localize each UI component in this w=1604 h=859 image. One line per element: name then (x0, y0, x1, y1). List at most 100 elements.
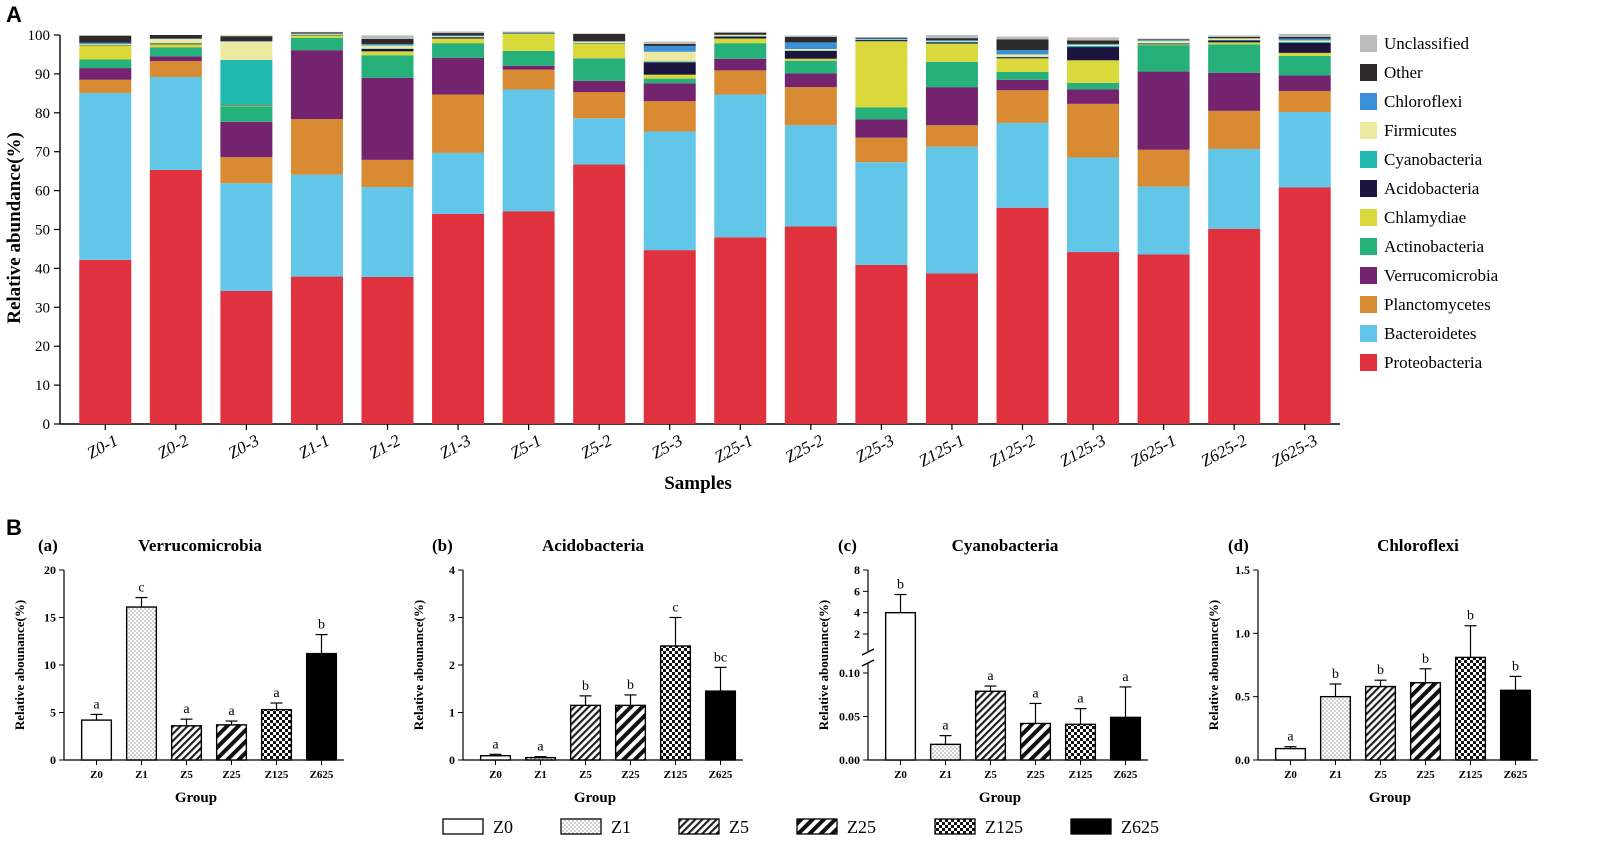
bar-z625 (305, 652, 338, 761)
bar-segment-firmicutes (643, 51, 696, 62)
significance-letter: a (942, 719, 949, 734)
bar-z5 (569, 704, 602, 761)
bar-segment-planctomycetes (502, 69, 555, 90)
subchart-y-tick-label: 1.5 (1235, 563, 1250, 577)
significance-letter: a (1122, 670, 1129, 685)
bar-segment-proteobacteria (784, 226, 837, 424)
bar-segment-actinobacteria (1067, 82, 1120, 90)
subchart-x-tick-label: Z125 (664, 769, 688, 781)
bar-segment-cyanobacteria (1278, 42, 1331, 43)
panel-a-legend: Unclassified Other Chloroflexi Firmicutes Cy… (1360, 34, 1499, 372)
subchart-x-tick-label: Z0 (1284, 769, 1297, 781)
panel-a-x-tick-label: Z5-2 (578, 431, 616, 463)
bar-segment-chlamydiae (290, 35, 343, 38)
bar-segment-acidobacteria (1278, 42, 1331, 53)
bar-segment-actinobacteria (1208, 44, 1261, 73)
legend-label-other: Other (1384, 63, 1423, 82)
bar-segment-firmicutes (1278, 40, 1331, 43)
bar-segment-proteobacteria (925, 273, 978, 424)
bar-segment-chlamydiae (855, 41, 908, 108)
bar-segment-planctomycetes (149, 61, 202, 78)
bar-segment-firmicutes (79, 43, 132, 45)
bar-segment-verrucomicrobia (573, 80, 626, 93)
bar-segment-planctomycetes (79, 79, 132, 93)
legend-label-firmicutes: Firmicutes (1384, 121, 1457, 140)
bar-z0 (80, 719, 113, 761)
legend-label-proteobacteria: Proteobacteria (1384, 353, 1483, 372)
bar-segment-verrucomicrobia (79, 68, 132, 80)
bar-segment-unclassified (361, 35, 414, 39)
subchart-x-label: Group (574, 790, 616, 806)
significance-letter: b (318, 618, 325, 633)
bar-z25 (215, 724, 248, 761)
subchart-chloroflexi: (d) Chloroflexi Relative abounance(%) Group… (1206, 536, 1538, 806)
legend-swatch-actinobacteria (1360, 238, 1377, 255)
bar-segment-planctomycetes (361, 159, 414, 188)
subchart-x-tick-label: Z1 (1329, 769, 1342, 781)
subchart-y-tick-label: 1 (449, 706, 455, 720)
subchart-y-tick-label: 3 (449, 611, 455, 625)
bar-segment-verrucomicrobia (1208, 72, 1261, 111)
panel-a-y-tick-label: 10 (35, 378, 50, 394)
bar-segment-bacteroidetes (784, 125, 837, 227)
bar-segment-firmicutes (784, 49, 837, 51)
significance-letter: a (1287, 730, 1294, 745)
significance-letter: b (897, 578, 904, 593)
subchart-title: Acidobacteria (542, 536, 644, 555)
subchart-x-tick-label: Z0 (894, 769, 907, 781)
bar-segment-actinobacteria (1278, 56, 1331, 76)
bar-z125 (1064, 723, 1097, 761)
subchart-acidobacteria: (b) Acidobacteria Relative abounance(%) Gro… (411, 536, 743, 806)
bar-segment-acidobacteria (361, 49, 414, 52)
bar-segment-planctomycetes (573, 92, 626, 119)
bar-segment-planctomycetes (1208, 110, 1261, 149)
bar-segment-firmicutes (220, 41, 273, 60)
bar-segment-planctomycetes (290, 119, 343, 175)
significance-letter: bc (714, 650, 727, 665)
subchart-x-tick-label: Z125 (265, 769, 289, 781)
bar-segment-bacteroidetes (1278, 112, 1331, 188)
panel-a-x-tick-label: Z25-2 (782, 431, 827, 467)
legend-swatch-bacteroidetes (1360, 325, 1377, 342)
panel-a-y-tick-label: 100 (28, 28, 51, 44)
panel-a-x-tick-label: Z1-1 (296, 431, 333, 463)
legend-label-bacteroidetes: Bacteroidetes (1384, 324, 1477, 343)
bar-segment-proteobacteria (573, 164, 626, 425)
bar-segment-acidobacteria (432, 37, 485, 39)
panel-a-label: A (6, 2, 22, 27)
bar-z125 (260, 708, 293, 761)
bar-segment-actinobacteria (996, 71, 1049, 80)
bar-segment-actinobacteria (643, 78, 696, 84)
legend-swatch-cyanobacteria (1360, 151, 1377, 168)
panel-a-x-tick-label: Z0-1 (84, 431, 121, 463)
bar-z25 (614, 704, 647, 761)
bar-segment-proteobacteria (1137, 254, 1190, 424)
bar-segment-actinobacteria (149, 47, 202, 57)
panel-a-y-tick-label: 90 (35, 67, 50, 83)
subchart-x-tick-label: Z1 (135, 769, 148, 781)
significance-letter: b (1512, 659, 1519, 674)
bar-segment-other (1137, 39, 1190, 41)
legend-label-z0: Z0 (493, 817, 513, 837)
subchart-x-tick-label: Z125 (1459, 769, 1483, 781)
bar-z5 (1364, 685, 1397, 761)
bar-segment-verrucomicrobia (361, 77, 414, 160)
bar-segment-actinobacteria (714, 43, 767, 59)
subchart-y-tick-label: 6 (854, 584, 860, 598)
bar-segment-planctomycetes (855, 137, 908, 163)
bar-segment-planctomycetes (996, 90, 1049, 123)
bar-segment-firmicutes (432, 36, 485, 37)
subchart-x-tick-label: Z5 (180, 769, 193, 781)
subchart-y-label: Relative abounance(%) (12, 600, 27, 730)
subchart-y-tick-label: 20 (44, 563, 56, 577)
bar-segment-proteobacteria (1067, 252, 1120, 424)
subchart-x-tick-label: Z5 (984, 769, 997, 781)
bar-segment-chloroflexi (361, 43, 414, 46)
panel-b-label: B (6, 515, 22, 540)
bar-segment-proteobacteria (502, 211, 555, 424)
legend-swatch-z125 (934, 818, 976, 835)
bar-segment-bacteroidetes (290, 174, 343, 277)
bar-segment-bacteroidetes (79, 92, 132, 260)
bar-segment-proteobacteria (149, 169, 202, 424)
subchart-y-tick-label: 0 (50, 753, 56, 767)
